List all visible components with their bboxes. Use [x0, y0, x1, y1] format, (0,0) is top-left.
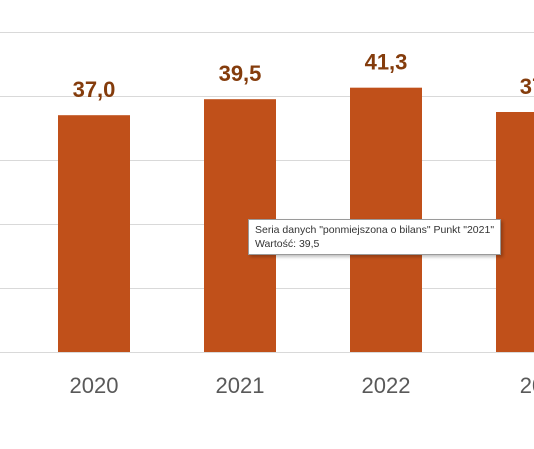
- x-tick-labels: 2020 2021 2022 20: [70, 373, 534, 398]
- bar-2020[interactable]: [58, 115, 130, 352]
- data-labels: 37,0 39,5 41,3 37: [73, 50, 534, 103]
- x-tick-2022: 2022: [362, 373, 411, 398]
- data-label-2021: 39,5: [219, 61, 262, 86]
- tooltip: Seria danych "ponmiejszona o bilans" Pun…: [248, 219, 502, 255]
- tooltip-value-line: Wartość: 39,5: [255, 238, 320, 250]
- bar-2023[interactable]: [496, 112, 534, 352]
- x-tick-2023: 20: [520, 373, 534, 398]
- data-label-2023: 37: [520, 74, 534, 99]
- tooltip-series-line: Seria danych "ponmiejszona o bilans" Pun…: [255, 224, 495, 236]
- data-label-2022: 41,3: [365, 50, 408, 75]
- x-tick-2021: 2021: [216, 373, 265, 398]
- data-label-2020: 37,0: [73, 77, 116, 102]
- x-tick-2020: 2020: [70, 373, 119, 398]
